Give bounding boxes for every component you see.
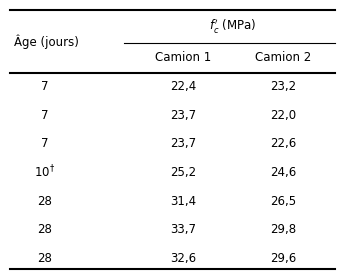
Text: Camion 2: Camion 2 xyxy=(255,51,311,65)
Text: Âge (jours): Âge (jours) xyxy=(14,34,79,49)
Text: $10^{\dagger}$: $10^{\dagger}$ xyxy=(34,164,56,181)
Text: 7: 7 xyxy=(41,137,49,150)
Text: 28: 28 xyxy=(37,223,52,236)
Text: 28: 28 xyxy=(37,251,52,265)
Text: 33,7: 33,7 xyxy=(170,223,196,236)
Text: 26,5: 26,5 xyxy=(270,195,296,208)
Text: 29,8: 29,8 xyxy=(270,223,296,236)
Text: Camion 1: Camion 1 xyxy=(155,51,211,65)
Text: 23,7: 23,7 xyxy=(170,137,196,150)
Text: $f^{\prime}_c$ (MPa): $f^{\prime}_c$ (MPa) xyxy=(209,17,257,35)
Text: 7: 7 xyxy=(41,109,49,122)
Text: 22,6: 22,6 xyxy=(270,137,296,150)
Text: 24,6: 24,6 xyxy=(270,166,296,179)
Text: 22,4: 22,4 xyxy=(170,80,196,94)
Text: 7: 7 xyxy=(41,80,49,94)
Text: 28: 28 xyxy=(37,195,52,208)
Text: 32,6: 32,6 xyxy=(170,251,196,265)
Text: 31,4: 31,4 xyxy=(170,195,196,208)
Text: 22,0: 22,0 xyxy=(270,109,296,122)
Text: 23,2: 23,2 xyxy=(270,80,296,94)
Text: 25,2: 25,2 xyxy=(170,166,196,179)
Text: 29,6: 29,6 xyxy=(270,251,296,265)
Text: 23,7: 23,7 xyxy=(170,109,196,122)
